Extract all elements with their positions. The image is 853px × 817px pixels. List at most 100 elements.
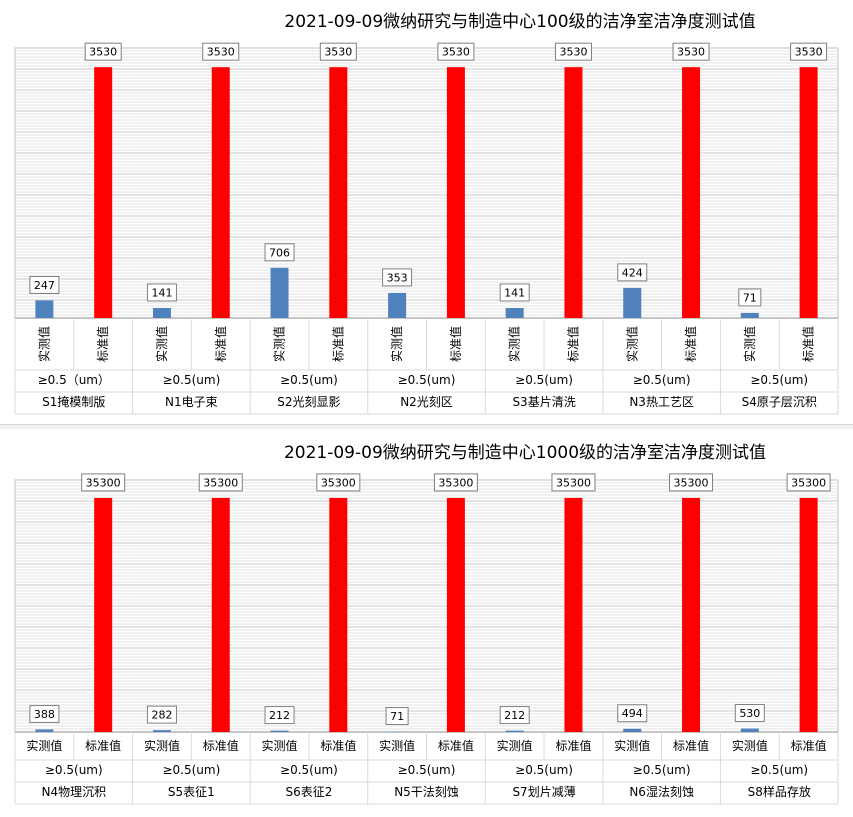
bar-measured xyxy=(270,730,289,732)
gridlines xyxy=(15,482,838,730)
series-label-measured: 实测值 xyxy=(614,738,650,753)
bar-standard xyxy=(446,497,465,732)
data-label-measured: 212 xyxy=(269,709,290,722)
particle-size-label: ≥0.5(um) xyxy=(515,373,573,387)
data-label-box xyxy=(554,42,592,61)
data-label-standard: 35300 xyxy=(556,476,591,489)
bar-standard xyxy=(329,497,348,732)
data-label-box xyxy=(382,268,413,287)
series-label-standard: 标准值 xyxy=(330,326,345,362)
series-label-measured: 实测值 xyxy=(36,326,51,362)
bar-standard xyxy=(446,67,465,319)
data-label-box xyxy=(499,283,530,302)
bar-measured xyxy=(623,728,642,732)
bar-measured xyxy=(35,729,54,732)
series-label-standard: 标准值 xyxy=(683,326,698,362)
particle-size-label: ≥0.5(um) xyxy=(750,763,808,777)
series-label-standard: 标准值 xyxy=(448,326,463,362)
chart-top-panel: 2021-09-09微纳研究与制造中心100级的洁净室洁净度测试值 247 3530… xyxy=(14,12,839,415)
series-label-measured: 实测值 xyxy=(497,738,533,753)
location-label: N2光刻区 xyxy=(400,395,453,409)
bar-measured xyxy=(152,307,171,318)
category-group: 530 35300 实测值 标准值 ≥0.5(um) S8样品存放 xyxy=(732,473,831,799)
data-label-measured: 530 xyxy=(739,707,760,720)
series-label-standard: 标准值 xyxy=(565,326,580,362)
data-label-box xyxy=(146,283,177,302)
data-label-box xyxy=(146,705,177,724)
bar-standard xyxy=(94,497,113,732)
category-group: 71 35300 实测值 标准值 ≥0.5(um) N5干法刻蚀 xyxy=(379,473,478,799)
series-label-standard: 标准值 xyxy=(320,738,356,753)
location-label: N4物理沉积 xyxy=(41,785,106,799)
data-label-measured: 282 xyxy=(151,709,172,722)
data-label-measured: 141 xyxy=(151,286,172,299)
bar-standard xyxy=(94,67,113,319)
series-label-measured: 实测值 xyxy=(742,326,757,362)
series-label-measured: 实测值 xyxy=(732,738,768,753)
category-group: 212 35300 实测值 标准值 ≥0.5(um) S7划片减薄 xyxy=(497,473,596,799)
data-label-box xyxy=(617,263,648,282)
bar-standard xyxy=(564,497,583,732)
data-label-measured: 388 xyxy=(34,708,55,721)
location-label: S7划片减薄 xyxy=(512,784,575,799)
location-label: S4原子层沉积 xyxy=(742,395,817,409)
particle-size-label: ≥0.5(um) xyxy=(750,373,808,387)
data-label-standard: 35300 xyxy=(203,476,238,489)
series-label-standard: 标准值 xyxy=(555,738,591,753)
series-label-standard: 标准值 xyxy=(213,326,228,362)
chart-title: 2021-09-09微纳研究与制造中心1000级的洁净室洁净度测试值 xyxy=(284,443,766,463)
location-label: N6湿法刻蚀 xyxy=(629,784,694,799)
data-label-standard: 35300 xyxy=(321,476,356,489)
location-label: N5干法刻蚀 xyxy=(394,785,459,799)
particle-size-label: ≥0.5(um) xyxy=(398,373,456,387)
series-label-standard: 标准值 xyxy=(95,326,110,362)
data-label-box xyxy=(499,706,530,725)
data-label-measured: 706 xyxy=(269,246,290,259)
bar-measured xyxy=(35,300,54,318)
data-label-box xyxy=(316,473,361,492)
location-label: N3热工艺区 xyxy=(629,395,694,409)
particle-size-label: ≥0.5(um) xyxy=(162,763,220,777)
panel-separator xyxy=(0,424,853,429)
series-label-measured: 实测值 xyxy=(154,326,169,362)
particle-size-label: ≥0.5（um） xyxy=(38,373,110,387)
data-label-box xyxy=(29,704,60,723)
chart-bottom-svg: 2021-09-09微纳研究与制造中心1000级的洁净室洁净度测试值 388 353… xyxy=(14,443,839,805)
category-group: 388 35300 实测值 标准值 ≥0.5(um) N4物理沉积 xyxy=(26,473,126,799)
series-label-measured: 实测值 xyxy=(272,326,287,362)
data-label-measured: 353 xyxy=(387,271,408,284)
bar-standard xyxy=(211,67,230,319)
series-label-measured: 实测值 xyxy=(624,326,639,362)
location-label: S6表征2 xyxy=(285,785,332,799)
category-group: 424 3530 实测值 标准值 ≥0.5(um) N3热工艺区 xyxy=(617,42,710,409)
location-label: S5表征1 xyxy=(168,785,215,799)
data-label-measured: 141 xyxy=(504,286,525,299)
location-label: S1掩模制版 xyxy=(42,395,105,409)
particle-size-label: ≥0.5(um) xyxy=(515,763,573,777)
data-label-box xyxy=(385,707,409,726)
category-group: 282 35300 实测值 标准值 ≥0.5(um) S5表征1 xyxy=(144,473,243,799)
series-label-measured: 实测值 xyxy=(262,738,298,753)
bar-measured xyxy=(152,730,171,732)
bar-standard xyxy=(329,67,348,319)
particle-size-label: ≥0.5(um) xyxy=(45,763,103,777)
data-label-standard: 3530 xyxy=(89,46,117,59)
chart-title: 2021-09-09微纳研究与制造中心100级的洁净室洁净度测试值 xyxy=(284,12,755,32)
bar-standard xyxy=(211,497,230,732)
category-table xyxy=(14,318,839,415)
bar-standard xyxy=(799,497,818,732)
data-label-box xyxy=(198,473,243,492)
data-label-box xyxy=(738,288,762,307)
category-group: 212 35300 实测值 标准值 ≥0.5(um) S6表征2 xyxy=(262,473,361,799)
data-label-standard: 3530 xyxy=(324,46,352,59)
data-label-box xyxy=(617,704,648,723)
category-group: 353 3530 实测值 标准值 ≥0.5(um) N2光刻区 xyxy=(382,42,475,409)
category-table xyxy=(14,732,839,805)
data-label-standard: 3530 xyxy=(795,46,823,59)
data-label-standard: 35300 xyxy=(86,476,121,489)
data-label-standard: 35300 xyxy=(674,476,709,489)
data-label-box xyxy=(433,473,478,492)
series-label-measured: 实测值 xyxy=(379,738,415,753)
data-label-measured: 212 xyxy=(504,709,525,722)
category-group: 706 3530 实测值 标准值 ≥0.5(um) S2光刻显影 xyxy=(264,42,357,409)
